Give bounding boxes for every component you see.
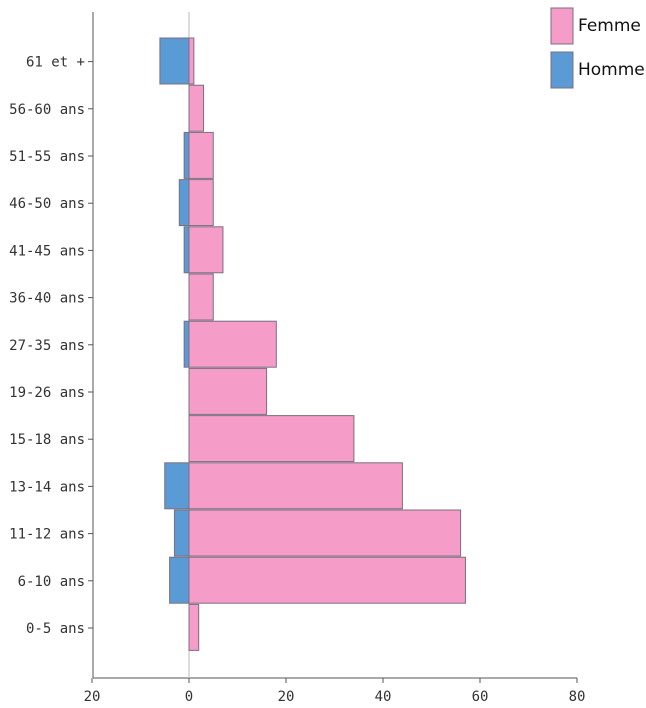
bar-homme-51-55-ans [183, 131, 190, 179]
bar-femme-41-45-ans [188, 226, 224, 274]
bar-femme-46-50-ans [188, 179, 214, 227]
legend-label-femme: Femme [578, 16, 641, 36]
bar-homme-6-10-ans [169, 556, 190, 604]
bar-femme-0-5-ans [188, 603, 200, 651]
bar-homme-41-45-ans [183, 226, 190, 274]
bar-femme-15-18-ans [188, 415, 355, 463]
bar-femme-6-10-ans [188, 556, 466, 604]
bar-femme-27-35-ans [188, 320, 277, 368]
y-tick-label-11-12-ans: 11-12 ans [9, 527, 85, 543]
y-tick-label-27-35-ans: 27-35 ans [9, 338, 85, 354]
bar-femme-61-et [188, 37, 195, 85]
bar-homme-13-14-ans [164, 462, 190, 510]
chart-legend: Femme Homme [550, 7, 645, 89]
y-tick-label-36-40-ans: 36-40 ans [9, 291, 85, 307]
chart-bars [159, 37, 466, 651]
y-tick-label-19-26-ans: 19-26 ans [9, 385, 85, 401]
bar-homme-61-et [159, 37, 190, 85]
x-tick-label: 20 [84, 689, 101, 705]
y-tick-label-51-55-ans: 51-55 ans [9, 149, 85, 165]
x-tick-label: 60 [472, 689, 489, 705]
x-tick-label: 0 [185, 689, 193, 705]
bar-homme-46-50-ans [178, 179, 190, 227]
bar-femme-56-60-ans [188, 84, 205, 132]
y-axis-ticks: 61 et + 56-60 ans 51-55 ans 46-50 ans 41-45 … [9, 55, 93, 637]
y-tick-label-0-5-ans: 0-5 ans [26, 621, 85, 637]
bar-homme-11-12-ans [173, 509, 190, 557]
y-tick-label-41-45-ans: 41-45 ans [9, 243, 85, 259]
x-tick-label: 20 [278, 689, 295, 705]
y-tick-label-15-18-ans: 15-18 ans [9, 432, 85, 448]
y-tick-label-61-et: 61 et + [26, 55, 85, 71]
y-tick-label-46-50-ans: 46-50 ans [9, 196, 85, 212]
y-tick-label-13-14-ans: 13-14 ans [9, 479, 85, 495]
y-tick-label-56-60-ans: 56-60 ans [9, 102, 85, 118]
bar-femme-51-55-ans [188, 131, 214, 179]
legend-swatch-femme [550, 7, 574, 45]
legend-swatch-homme [550, 51, 574, 89]
y-tick-label-6-10-ans: 6-10 ans [18, 574, 85, 590]
legend-label-homme: Homme [578, 60, 645, 80]
bar-femme-36-40-ans [188, 273, 214, 321]
bar-femme-13-14-ans [188, 462, 403, 510]
x-tick-label: 40 [375, 689, 392, 705]
bar-homme-27-35-ans [183, 320, 190, 368]
bar-femme-11-12-ans [188, 509, 462, 557]
x-tick-label: 80 [569, 689, 586, 705]
bar-femme-19-26-ans [188, 367, 268, 415]
